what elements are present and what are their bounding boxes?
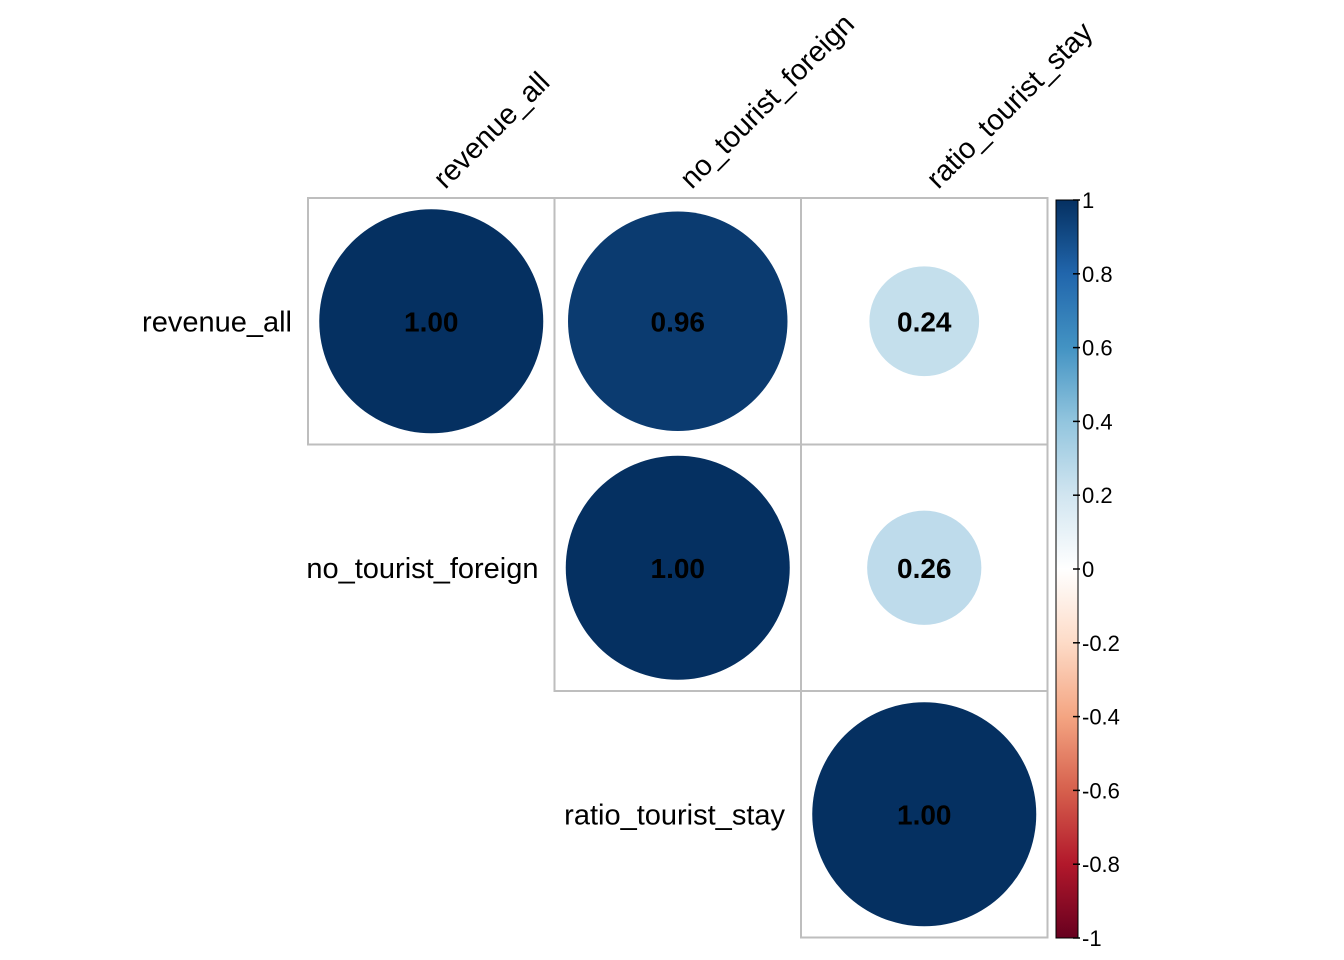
colorbar-tick-label: 0.8	[1082, 262, 1113, 287]
col-label-ratio_tourist_stay: ratio_tourist_stay	[921, 16, 1100, 195]
circle-no_tourist_foreign-no_tourist_foreign	[565, 455, 790, 680]
col-label-revenue_all: revenue_all	[428, 66, 557, 195]
row-label-no_tourist_foreign: no_tourist_foreign	[306, 553, 538, 585]
circle-revenue_all-no_tourist_foreign	[568, 211, 788, 431]
correlation-circles	[319, 209, 1037, 927]
colorbar-tick-label: 0.4	[1082, 409, 1113, 434]
colorbar-tick-label: -0.4	[1082, 705, 1120, 730]
colorbar-tick-label: 0.2	[1082, 483, 1113, 508]
colorbar: 1 0.8 0.6 0.4 0.2 0 -0.2 -0.4 -0.6 -0.8 -1	[1055, 188, 1120, 951]
circle-ratio_tourist_stay-ratio_tourist_stay	[812, 702, 1037, 927]
colorbar-tick-label: 0	[1082, 557, 1094, 582]
value-labels: 1.00 0.96 0.24 1.00 0.26 1.00	[404, 306, 952, 830]
row-labels: revenue_all no_tourist_foreign ratio_touri…	[142, 306, 785, 831]
value-label: 0.24	[897, 306, 952, 337]
colorbar-tick-label: -1	[1082, 926, 1102, 951]
value-label: 0.96	[651, 306, 706, 337]
colorbar-tick-label: -0.8	[1082, 852, 1120, 877]
circle-revenue_all-ratio_tourist_stay	[869, 266, 980, 377]
circle-no_tourist_foreign-ratio_tourist_stay	[867, 510, 982, 625]
value-label: 1.00	[404, 306, 459, 337]
colorbar-tick-label: 1	[1082, 188, 1094, 213]
column-labels: revenue_all no_tourist_foreign ratio_touri…	[428, 8, 1100, 195]
value-label: 1.00	[651, 553, 706, 584]
col-label-no_tourist_foreign: no_tourist_foreign	[674, 8, 861, 195]
value-label: 1.00	[897, 799, 952, 830]
colorbar-tick-label: -0.2	[1082, 631, 1120, 656]
circle-revenue_all-revenue_all	[319, 209, 544, 434]
row-label-revenue_all: revenue_all	[142, 306, 292, 338]
value-label: 0.26	[897, 553, 952, 584]
colorbar-tick-label: 0.6	[1082, 336, 1113, 361]
row-label-ratio_tourist_stay: ratio_tourist_stay	[564, 799, 785, 831]
colorbar-tick-label: -0.6	[1082, 778, 1120, 803]
